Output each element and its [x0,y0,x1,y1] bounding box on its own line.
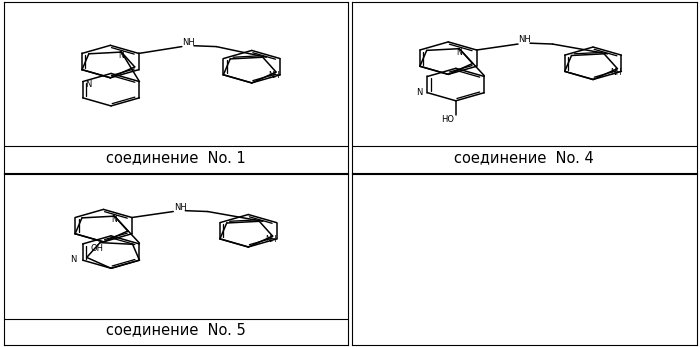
Text: N: N [70,255,76,264]
Text: N: N [85,80,91,88]
Text: NH: NH [183,38,195,47]
Text: NH: NH [269,71,280,80]
Text: NH: NH [265,235,276,244]
Text: HO: HO [441,115,454,124]
Text: соединение  No. 1: соединение No. 1 [106,150,246,165]
Text: NH: NH [174,203,186,212]
Text: NH: NH [519,35,531,44]
Text: N: N [416,88,422,97]
Text: соединение  No. 4: соединение No. 4 [454,150,594,165]
Text: OH: OH [90,244,103,253]
Text: N: N [456,48,462,57]
Text: N: N [111,215,118,225]
Text: NH: NH [610,68,622,77]
Text: N: N [118,51,125,60]
Text: соединение  No. 5: соединение No. 5 [106,322,246,337]
